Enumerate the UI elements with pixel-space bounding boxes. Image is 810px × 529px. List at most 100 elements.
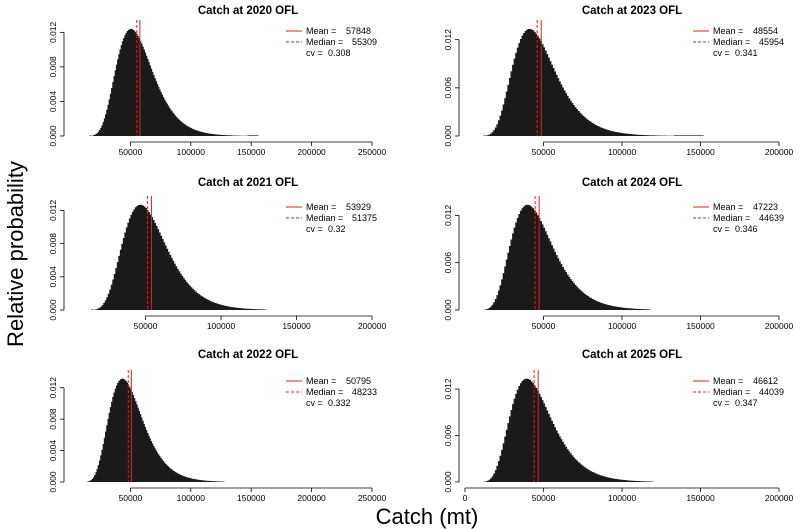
legend-median-label: Median =: [306, 213, 343, 223]
legend-median-value: 55309: [352, 37, 377, 47]
panels-group: Catch at 2020 OFL 50000 100000 150000 200000…: [48, 5, 793, 503]
legend-mean-label: Mean =: [306, 202, 336, 212]
x-tick-label: 200000: [358, 321, 387, 331]
panel-title: Catch at 2021 OFL: [198, 177, 298, 189]
histogram-bars: [91, 204, 267, 310]
y-tick-label: 0.008: [48, 408, 58, 430]
x-tick-label: 50000: [532, 493, 556, 503]
legend-cv-value: 0.308: [328, 48, 351, 58]
panel-5: Catch at 2022 OFL 50000 100000 150000 200000…: [48, 349, 386, 503]
histogram-bars: [483, 204, 651, 310]
legend-median-label: Median =: [306, 37, 343, 47]
legend-median-label: Median =: [713, 37, 750, 47]
y-tick-label: 0.004: [48, 266, 58, 288]
x-tick-label: 50000: [119, 493, 143, 503]
panel-title: Catch at 2020 OFL: [198, 5, 298, 17]
y-tick-label: 0.000: [48, 125, 58, 147]
y-tick-label: 0.012: [443, 378, 453, 400]
panel-6: Catch at 2025 OFL 0 50000 100000 150000 20000…: [443, 349, 793, 503]
legend-mean-label: Mean =: [713, 376, 743, 386]
x-tick-label: 200000: [297, 147, 326, 157]
y-tick-label: 0.008: [48, 56, 58, 78]
y-tick-label: 0.006: [443, 77, 453, 99]
legend-cv-label: cv =: [713, 48, 730, 58]
panel-3: Catch at 2021 OFL 50000 100000 150000 200000…: [48, 177, 386, 331]
legend-cv-label: cv =: [713, 224, 730, 234]
panel-title: Catch at 2025 OFL: [582, 349, 682, 361]
x-tick-label: 100000: [608, 493, 637, 503]
y-tick-label: 0.008: [48, 233, 58, 255]
y-tick-label: 0.000: [48, 299, 58, 321]
legend-cv-label: cv =: [306, 224, 323, 234]
x-tick-label: 200000: [765, 147, 794, 157]
x-tick-label: 150000: [686, 321, 715, 331]
x-tick-label: 200000: [297, 493, 326, 503]
legend-median-value: 45954: [759, 37, 784, 47]
histogram-bars: [483, 28, 704, 136]
legend-cv-label: cv =: [306, 398, 323, 408]
x-tick-label: 100000: [177, 147, 206, 157]
panel-2: Catch at 2023 OFL 50000 100000 150000 200000…: [443, 5, 793, 157]
x-tick-label: 150000: [237, 147, 266, 157]
legend-cv-label: cv =: [306, 48, 323, 58]
x-tick-label: 100000: [608, 321, 637, 331]
legend-mean-label: Mean =: [713, 26, 743, 36]
legend-cv-label: cv =: [713, 398, 730, 408]
y-tick-label: 0.006: [443, 425, 453, 447]
legend-mean-value: 50795: [346, 376, 371, 386]
x-tick-label: 150000: [686, 147, 715, 157]
legend-mean-label: Mean =: [306, 376, 336, 386]
x-tick-label: 100000: [177, 493, 206, 503]
legend-median-label: Median =: [713, 387, 750, 397]
y-tick-label: 0.006: [443, 252, 453, 274]
x-tick-label: 50000: [532, 147, 556, 157]
x-tick-label: 250000: [358, 147, 387, 157]
figure-xlabel: Catch (mt): [376, 504, 479, 529]
y-tick-label: 0.012: [48, 377, 58, 399]
legend-mean-label: Mean =: [713, 202, 743, 212]
panel-1: Catch at 2020 OFL 50000 100000 150000 200000…: [48, 5, 386, 157]
histogram-bars: [86, 378, 225, 482]
y-tick-label: 0.004: [48, 91, 58, 113]
y-tick-label: 0.012: [443, 204, 453, 226]
y-tick-label: 0.000: [443, 471, 453, 493]
x-tick-label: 150000: [282, 321, 311, 331]
legend-mean-value: 47223: [753, 202, 778, 212]
x-tick-label: 100000: [207, 321, 236, 331]
x-tick-label: 50000: [119, 147, 143, 157]
histogram-bars: [483, 378, 654, 482]
legend-mean-value: 46612: [753, 376, 778, 386]
legend-cv-value: 0.32: [328, 224, 346, 234]
legend-mean-value: 48554: [753, 26, 778, 36]
y-tick-label: 0.012: [443, 29, 453, 51]
panel-title: Catch at 2024 OFL: [582, 177, 682, 189]
x-tick-label: 250000: [358, 493, 387, 503]
histogram-bars: [89, 28, 259, 137]
legend-median-value: 51375: [352, 213, 377, 223]
x-tick-label: 150000: [237, 493, 266, 503]
legend-median-value: 48233: [352, 387, 377, 397]
y-tick-label: 0.012: [48, 21, 58, 43]
y-tick-label: 0.012: [48, 199, 58, 221]
legend-mean-value: 57848: [346, 26, 371, 36]
legend-cv-value: 0.346: [735, 224, 758, 234]
panel-title: Catch at 2022 OFL: [198, 349, 298, 361]
panel-title: Catch at 2023 OFL: [582, 5, 682, 17]
legend-mean-label: Mean =: [306, 26, 336, 36]
y-tick-label: 0.000: [48, 471, 58, 493]
x-tick-label: 50000: [134, 321, 158, 331]
x-tick-label: 200000: [765, 321, 794, 331]
legend-cv-value: 0.332: [328, 398, 351, 408]
legend-cv-value: 0.341: [735, 48, 758, 58]
legend-cv-value: 0.347: [735, 398, 758, 408]
legend-median-value: 44639: [759, 213, 784, 223]
legend-median-label: Median =: [713, 213, 750, 223]
x-tick-label: 150000: [686, 493, 715, 503]
